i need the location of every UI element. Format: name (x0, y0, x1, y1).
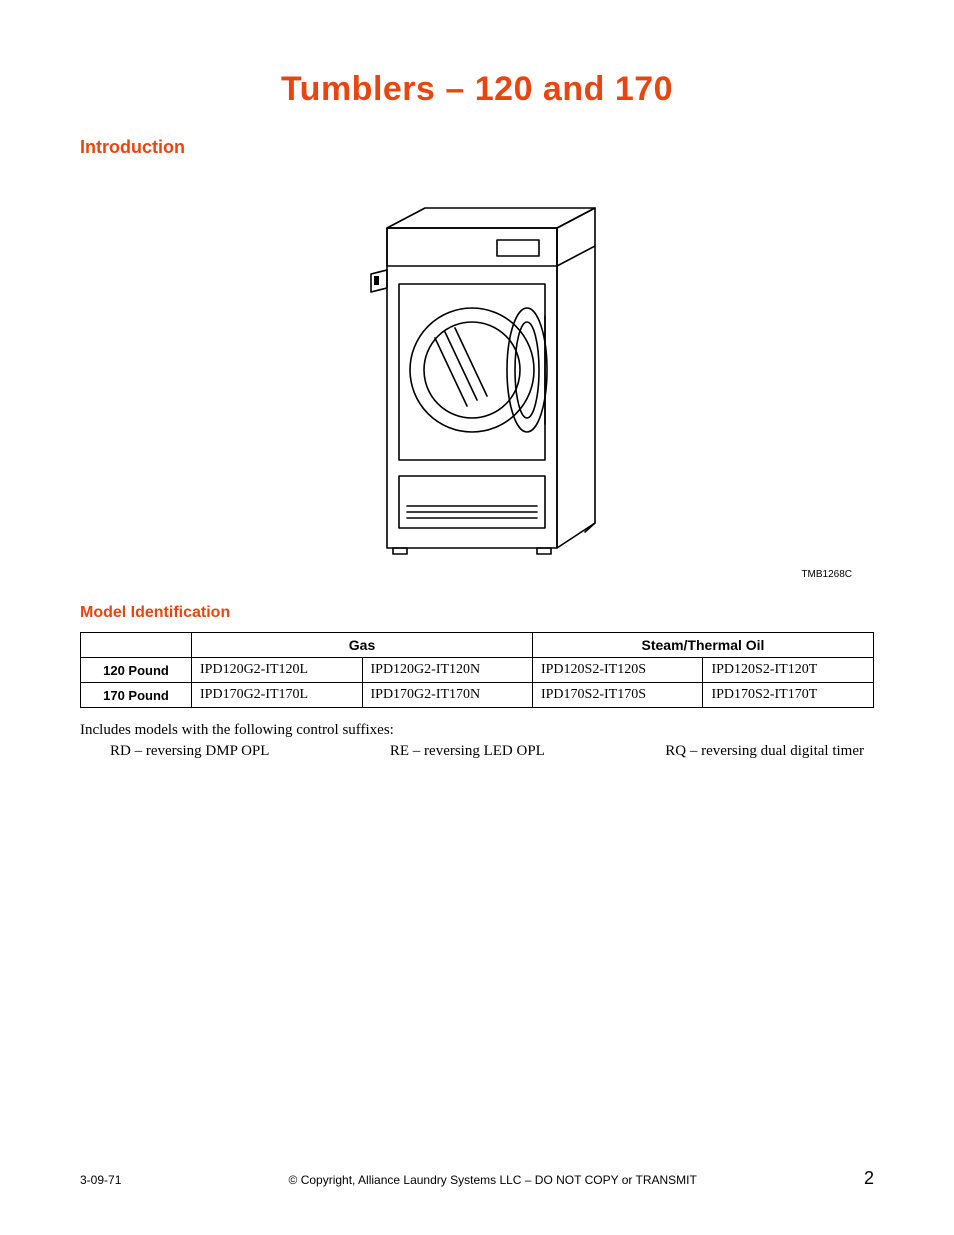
suffix-re: RE – reversing LED OPL (390, 743, 545, 760)
table-header-steam: Steam/Thermal Oil (532, 633, 873, 658)
suffix-list: RD – reversing DMP OPL RE – reversing LE… (80, 743, 874, 760)
cell: IPD170G2-IT170N (362, 683, 532, 708)
product-figure: TMB1268C (80, 188, 874, 580)
suffix-intro: Includes models with the following contr… (80, 722, 874, 739)
footer-page-number: 2 (864, 1168, 874, 1189)
introduction-heading: Introduction (80, 137, 874, 158)
table-row: 120 Pound IPD120G2-IT120L IPD120G2-IT120… (81, 658, 874, 683)
page-footer: 3-09-71 © Copyright, Alliance Laundry Sy… (80, 1168, 874, 1189)
footer-copyright: © Copyright, Alliance Laundry Systems LL… (121, 1173, 864, 1187)
cell: IPD170G2-IT170L (192, 683, 362, 708)
page-title: Tumblers – 120 and 170 (80, 70, 874, 109)
cell: IPD170S2-IT170S (532, 683, 702, 708)
suffix-rd: RD – reversing DMP OPL (110, 743, 269, 760)
tumbler-illustration (347, 188, 607, 558)
table-row: 170 Pound IPD170G2-IT170L IPD170G2-IT170… (81, 683, 874, 708)
cell: IPD120G2-IT120L (192, 658, 362, 683)
cell: IPD120S2-IT120T (703, 658, 874, 683)
table-header-row: Gas Steam/Thermal Oil (81, 633, 874, 658)
cell: IPD120S2-IT120S (532, 658, 702, 683)
cell: IPD170S2-IT170T (703, 683, 874, 708)
cell: IPD120G2-IT120N (362, 658, 532, 683)
suffix-rq: RQ – reversing dual digital timer (665, 743, 864, 760)
model-table: Gas Steam/Thermal Oil 120 Pound IPD120G2… (80, 632, 874, 708)
table-header-gas: Gas (192, 633, 533, 658)
footer-date: 3-09-71 (80, 1173, 121, 1187)
row-label: 170 Pound (81, 683, 192, 708)
table-header-blank (81, 633, 192, 658)
page: Tumblers – 120 and 170 Introduction (0, 0, 954, 1235)
figure-caption: TMB1268C (80, 569, 874, 580)
row-label: 120 Pound (81, 658, 192, 683)
model-identification-heading: Model Identification (80, 604, 874, 622)
